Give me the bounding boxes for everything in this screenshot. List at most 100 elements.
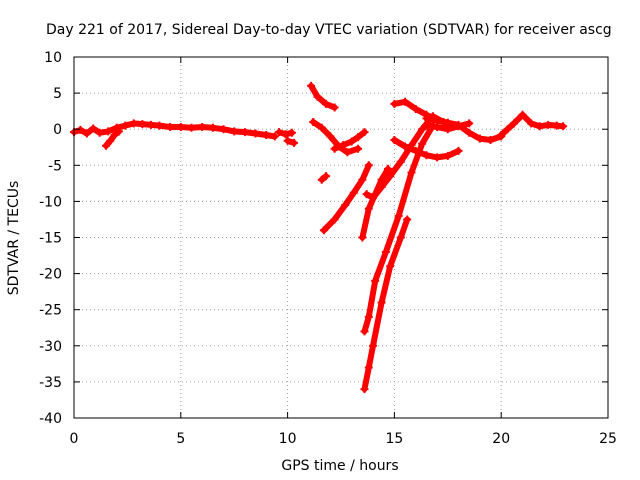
data-point-marker bbox=[307, 81, 316, 90]
chart-title: Day 221 of 2017, Sidereal Day-to-day VTE… bbox=[46, 22, 612, 38]
data-point-marker bbox=[240, 128, 249, 137]
data-series-arc-2b bbox=[283, 136, 299, 147]
data-point-marker bbox=[95, 128, 104, 137]
series-trace bbox=[308, 82, 338, 111]
y-tick-label: -25 bbox=[39, 303, 62, 319]
data-series-arc-1 bbox=[70, 119, 279, 141]
series-trace bbox=[103, 128, 122, 149]
data-point-marker bbox=[422, 151, 431, 160]
data-point-marker bbox=[360, 327, 369, 336]
data-point-marker bbox=[287, 128, 296, 137]
y-tick-label: 5 bbox=[53, 86, 62, 102]
data-point-marker bbox=[475, 134, 484, 143]
data-point-marker bbox=[89, 124, 98, 133]
data-point-marker bbox=[403, 215, 412, 224]
data-point-marker bbox=[110, 130, 119, 139]
y-axis-label: SDTVAR / TECUs bbox=[6, 181, 22, 296]
data-point-marker bbox=[369, 341, 378, 350]
data-point-marker bbox=[465, 128, 474, 137]
data-point-marker bbox=[76, 125, 85, 134]
data-point-marker bbox=[386, 262, 395, 271]
data-point-marker bbox=[313, 92, 322, 101]
y-tick-label: -10 bbox=[39, 194, 62, 210]
data-point-marker bbox=[309, 117, 318, 126]
data-point-marker bbox=[176, 123, 185, 132]
data-point-marker bbox=[354, 144, 363, 153]
series-trace bbox=[331, 129, 368, 152]
data-point-marker bbox=[377, 182, 386, 191]
data-point-marker bbox=[317, 175, 326, 184]
data-point-marker bbox=[422, 121, 431, 130]
tick-layer: 0 5 10 15 20 25 10 5 0 -5 -10 -15 -20 -25 -30 -35 -40 bbox=[39, 50, 617, 447]
data-point-marker bbox=[422, 114, 431, 123]
x-tick-label: 5 bbox=[176, 431, 185, 447]
series-layer bbox=[70, 81, 568, 394]
data-point-marker bbox=[104, 127, 113, 136]
data-point-marker bbox=[377, 298, 386, 307]
data-point-marker bbox=[251, 129, 260, 138]
y-tick-label: 0 bbox=[53, 122, 62, 138]
y-tick-label: -40 bbox=[39, 411, 62, 427]
x-tick-label: 15 bbox=[385, 431, 403, 447]
data-point-marker bbox=[486, 136, 495, 145]
data-point-marker bbox=[364, 312, 373, 321]
data-point-marker bbox=[146, 120, 155, 129]
data-point-marker bbox=[371, 276, 380, 285]
data-point-marker bbox=[433, 153, 442, 162]
data-point-marker bbox=[330, 215, 339, 224]
data-point-marker bbox=[527, 119, 536, 128]
data-point-marker bbox=[322, 172, 331, 181]
data-point-marker bbox=[208, 123, 217, 132]
data-point-marker bbox=[418, 139, 427, 148]
data-point-marker bbox=[290, 138, 299, 147]
y-tick-label: -5 bbox=[48, 158, 62, 174]
data-point-marker bbox=[443, 125, 452, 134]
data-point-marker bbox=[262, 130, 271, 139]
data-point-marker bbox=[270, 132, 279, 141]
x-tick-label: 25 bbox=[599, 431, 617, 447]
data-point-marker bbox=[411, 104, 420, 113]
series-trace bbox=[320, 162, 372, 234]
data-point-marker bbox=[390, 136, 399, 145]
data-point-marker bbox=[443, 151, 452, 160]
data-point-marker bbox=[198, 123, 207, 132]
data-point-marker bbox=[362, 190, 371, 199]
data-point-marker bbox=[364, 204, 373, 213]
data-point-marker bbox=[166, 123, 175, 132]
data-point-marker bbox=[418, 125, 427, 134]
data-point-marker bbox=[396, 233, 405, 242]
y-tick-label: -15 bbox=[39, 231, 62, 247]
data-point-marker bbox=[401, 142, 410, 151]
data-point-marker bbox=[544, 120, 553, 129]
data-point-marker bbox=[358, 175, 367, 184]
data-point-marker bbox=[330, 103, 339, 112]
data-point-marker bbox=[454, 146, 463, 155]
data-point-marker bbox=[503, 125, 512, 134]
data-point-marker bbox=[433, 123, 442, 132]
data-point-marker bbox=[411, 146, 420, 155]
data-series-arc-15 bbox=[497, 110, 568, 139]
data-point-marker bbox=[317, 123, 326, 132]
y-tick-label: -20 bbox=[39, 267, 62, 283]
data-point-marker bbox=[510, 119, 519, 128]
y-tick-label: 10 bbox=[44, 50, 62, 66]
data-point-marker bbox=[339, 141, 348, 150]
data-series-arc-4b bbox=[330, 128, 369, 153]
data-series-arc-6 bbox=[319, 161, 373, 235]
data-point-marker bbox=[354, 133, 363, 142]
data-point-marker bbox=[230, 127, 239, 136]
data-point-marker bbox=[360, 128, 369, 137]
data-point-marker bbox=[349, 188, 358, 197]
data-point-marker bbox=[82, 129, 91, 138]
data-point-marker bbox=[358, 233, 367, 242]
data-point-marker bbox=[383, 164, 392, 173]
data-point-marker bbox=[407, 168, 416, 177]
data-series-arc-3 bbox=[307, 81, 339, 112]
data-point-marker bbox=[106, 136, 115, 145]
data-series-arc-14 bbox=[422, 119, 474, 134]
data-point-marker bbox=[121, 121, 130, 130]
data-point-marker bbox=[138, 120, 147, 129]
data-series-arc-1b bbox=[102, 127, 123, 150]
data-point-marker bbox=[281, 130, 290, 139]
